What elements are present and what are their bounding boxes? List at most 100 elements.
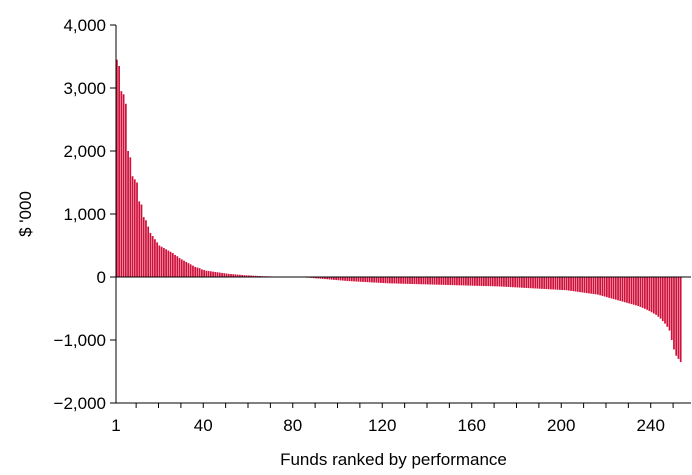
y-tick-label: 2,000: [63, 142, 106, 161]
bar-rank-244: [660, 277, 662, 319]
bar-rank-151: [452, 277, 454, 285]
bar-rank-176: [508, 277, 510, 287]
bar-rank-218: [602, 277, 604, 296]
y-tick-label: −1,000: [54, 331, 106, 350]
bar-rank-121: [384, 277, 386, 283]
bar-rank-21: [161, 247, 163, 277]
bar-rank-170: [494, 277, 496, 286]
bar-rank-224: [615, 277, 617, 300]
y-tick-label: 4,000: [63, 16, 106, 35]
bar-rank-161: [474, 277, 476, 286]
x-tick-label: 40: [194, 416, 213, 435]
bar-rank-49: [223, 273, 225, 277]
bar-rank-234: [637, 277, 639, 306]
bar-rank-36: [194, 267, 196, 277]
bar-rank-148: [445, 277, 447, 285]
bar-rank-210: [584, 277, 586, 293]
bar-rank-110: [360, 277, 362, 282]
bar-rank-239: [648, 277, 650, 311]
bar-rank-156: [463, 277, 465, 285]
bar-rank-34: [190, 264, 192, 277]
bar-rank-196: [552, 277, 554, 289]
bar-rank-130: [405, 277, 407, 284]
bar-rank-162: [476, 277, 478, 286]
bar-rank-101: [340, 277, 342, 280]
bar-rank-166: [485, 277, 487, 286]
bar-rank-167: [487, 277, 489, 286]
bar-rank-134: [414, 277, 416, 284]
bar-rank-46: [217, 272, 219, 277]
bar-rank-164: [481, 277, 483, 286]
bar-rank-43: [210, 271, 212, 277]
bar-rank-173: [501, 277, 503, 287]
bar-rank-40: [203, 270, 205, 277]
bar-rank-111: [362, 277, 364, 282]
bar-rank-192: [543, 277, 545, 289]
bar-rank-3: [120, 91, 122, 277]
bar-rank-127: [398, 277, 400, 284]
bar-rank-13: [143, 217, 145, 277]
bar-rank-219: [604, 277, 606, 297]
bar-rank-214: [593, 277, 595, 294]
bar-rank-236: [642, 277, 644, 308]
bar-rank-222: [610, 277, 612, 298]
bar-rank-188: [534, 277, 536, 288]
y-axis-title: $ '000: [16, 191, 35, 237]
bar-rank-157: [465, 277, 467, 286]
bar-rank-159: [470, 277, 472, 286]
bar-rank-42: [208, 271, 210, 277]
bar-rank-124: [391, 277, 393, 283]
bar-rank-30: [181, 259, 183, 277]
bar-rank-32: [185, 262, 187, 277]
bar-rank-9: [134, 179, 136, 277]
bar-rank-15: [147, 227, 149, 277]
bar-rank-128: [400, 277, 402, 284]
bar-rank-252: [678, 277, 680, 359]
bar-rank-216: [597, 277, 599, 295]
bar-rank-197: [555, 277, 557, 290]
bar-rank-17: [152, 236, 154, 277]
bar-rank-117: [376, 277, 378, 283]
bar-rank-220: [606, 277, 608, 297]
bar-rank-135: [416, 277, 418, 284]
bar-rank-112: [364, 277, 366, 282]
bar-rank-20: [159, 246, 161, 278]
bar-rank-201: [563, 277, 565, 290]
bar-rank-141: [429, 277, 431, 285]
bar-rank-7: [129, 157, 131, 277]
bar-rank-47: [219, 273, 221, 277]
bar-rank-205: [572, 277, 574, 291]
bar-rank-235: [640, 277, 642, 307]
bar-rank-16: [150, 233, 152, 277]
bar-rank-208: [579, 277, 581, 292]
bar-rank-144: [436, 277, 438, 285]
bar-rank-253: [680, 277, 682, 362]
bar-rank-45: [214, 272, 216, 277]
bar-rank-246: [664, 277, 666, 324]
bar-rank-221: [608, 277, 610, 298]
bar-rank-139: [425, 277, 427, 284]
bar-rank-183: [523, 277, 525, 288]
bar-rank-181: [519, 277, 521, 288]
bar-rank-12: [141, 205, 143, 277]
bar-rank-203: [568, 277, 570, 291]
bar-rank-44: [212, 272, 214, 277]
bar-rank-163: [478, 277, 480, 286]
bar-rank-226: [619, 277, 621, 301]
bar-rank-123: [389, 277, 391, 283]
bar-rank-14: [145, 220, 147, 277]
bar-rank-106: [351, 277, 353, 281]
bar-rank-217: [599, 277, 601, 295]
bar-rank-2: [118, 66, 120, 277]
bar-rank-228: [624, 277, 626, 302]
bar-rank-31: [183, 261, 185, 277]
bar-rank-242: [655, 277, 657, 315]
bar-rank-248: [669, 277, 671, 331]
bar-rank-168: [490, 277, 492, 286]
bar-rank-195: [550, 277, 552, 289]
bar-rank-115: [371, 277, 373, 282]
bar-rank-146: [440, 277, 442, 285]
bar-rank-189: [537, 277, 539, 289]
bar-rank-29: [179, 258, 181, 277]
bar-rank-6: [127, 151, 129, 277]
